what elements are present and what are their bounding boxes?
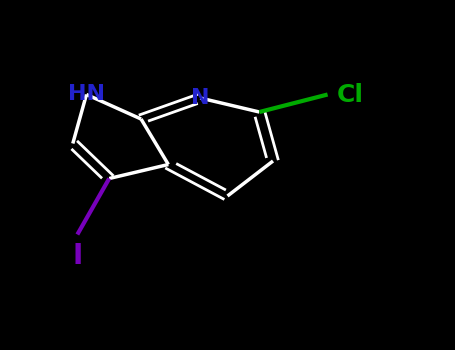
Text: Cl: Cl — [337, 83, 364, 106]
Text: N: N — [191, 88, 209, 108]
Text: I: I — [72, 241, 82, 270]
Text: HN: HN — [68, 84, 105, 105]
